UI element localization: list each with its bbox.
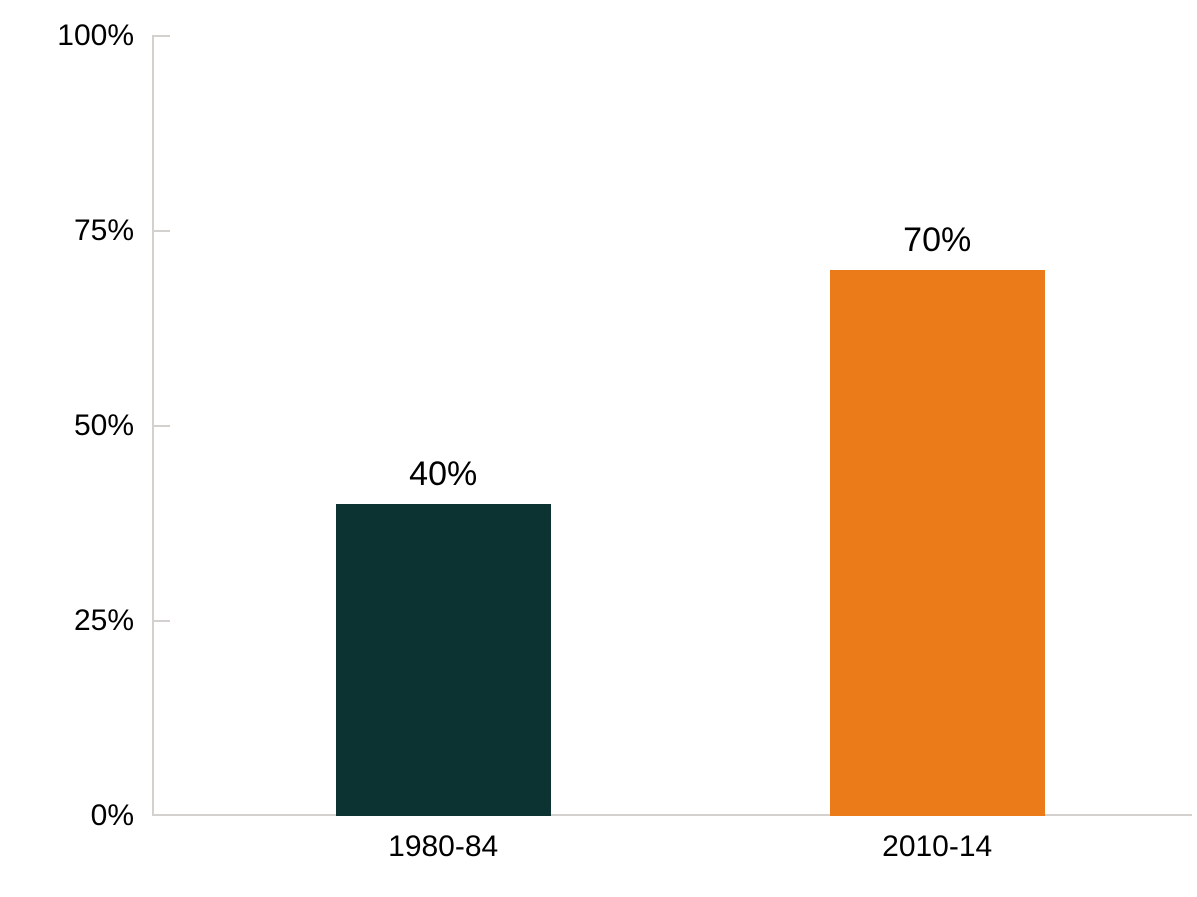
plot-area [152, 36, 1192, 816]
y-tick-label: 75% [74, 214, 134, 248]
y-tick-label: 50% [74, 409, 134, 443]
x-tick-label: 1980-84 [388, 830, 498, 864]
y-tick-mark [152, 620, 170, 622]
y-tick-mark [152, 35, 170, 37]
x-tick-label: 2010-14 [882, 830, 992, 864]
y-tick-mark [152, 230, 170, 232]
y-tick-label: 0% [91, 799, 134, 833]
y-tick-label: 100% [57, 19, 134, 53]
bar-value-label: 40% [409, 455, 477, 494]
bar-value-label: 70% [903, 221, 971, 260]
bar [830, 270, 1045, 816]
bar-chart [0, 0, 1197, 897]
y-tick-label: 25% [74, 604, 134, 638]
bar [336, 504, 551, 816]
y-tick-mark [152, 425, 170, 427]
